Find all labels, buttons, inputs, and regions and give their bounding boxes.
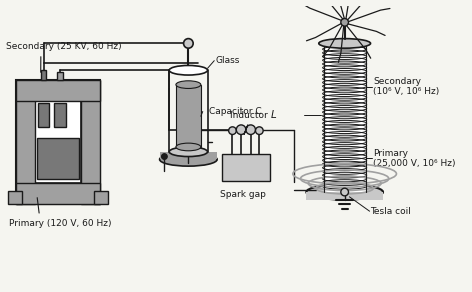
Text: Primary
(25,000 V, 10⁶ Hz): Primary (25,000 V, 10⁶ Hz) [373,149,456,168]
Bar [306,192,383,200]
Circle shape [161,154,167,159]
Bar [16,80,100,101]
Bar [16,183,100,204]
Bar [54,103,66,127]
Circle shape [236,125,246,135]
Ellipse shape [169,65,208,75]
Bar [16,80,100,204]
Ellipse shape [160,153,217,166]
Bar [35,101,81,183]
Bar [57,72,63,80]
Text: Secondary
(10⁶ V, 10⁶ Hz): Secondary (10⁶ V, 10⁶ Hz) [373,77,440,96]
Text: Capacitor C: Capacitor C [210,107,262,116]
Circle shape [228,127,236,135]
Circle shape [255,127,263,135]
Bar [37,138,79,179]
Text: Secondary (25 KV, 60 Hz): Secondary (25 KV, 60 Hz) [6,42,122,72]
Text: L: L [271,110,277,120]
Ellipse shape [319,39,371,48]
Text: Primary (120 V, 60 Hz): Primary (120 V, 60 Hz) [9,198,111,227]
Bar [8,191,22,204]
Circle shape [184,39,193,48]
Ellipse shape [169,147,208,157]
Bar [94,191,108,204]
Bar [160,152,217,159]
Bar [41,70,46,80]
Bar [176,85,201,147]
Text: Spark gap: Spark gap [220,190,266,199]
Circle shape [341,18,348,26]
Circle shape [246,125,255,135]
Bar [324,44,366,192]
Text: Inductor: Inductor [230,111,271,120]
Text: Tesla coil: Tesla coil [371,207,412,216]
Ellipse shape [306,184,383,200]
Bar [81,80,100,204]
Bar [16,80,35,204]
Bar [222,154,270,180]
Text: Glass: Glass [215,56,240,65]
Bar [38,103,50,127]
Ellipse shape [176,81,201,88]
Ellipse shape [176,143,201,151]
Circle shape [341,188,348,196]
